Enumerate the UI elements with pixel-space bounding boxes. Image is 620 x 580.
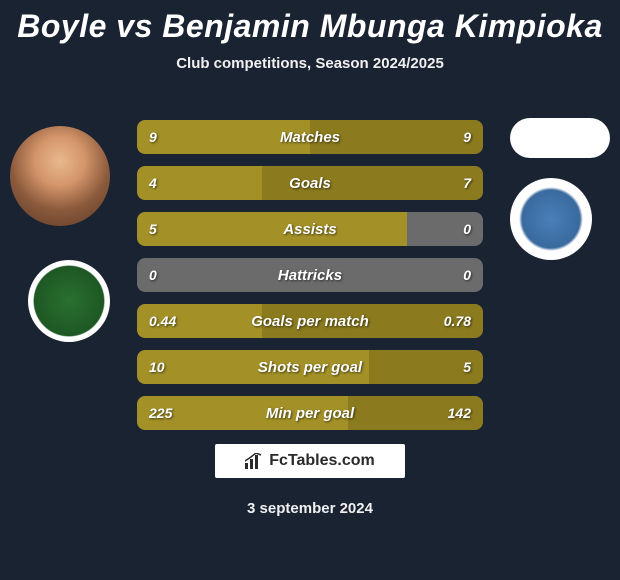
stat-row: 9Matches9 bbox=[137, 120, 483, 154]
player-right-avatar bbox=[510, 118, 610, 158]
stat-row: 225Min per goal142 bbox=[137, 396, 483, 430]
club-left-badge bbox=[28, 260, 110, 342]
stat-value-right: 0.78 bbox=[444, 313, 471, 329]
stat-row: 0.44Goals per match0.78 bbox=[137, 304, 483, 338]
branding-text: FcTables.com bbox=[269, 452, 375, 470]
stat-label: Matches bbox=[137, 129, 483, 146]
stat-label: Hattricks bbox=[137, 267, 483, 284]
chart-icon bbox=[245, 453, 263, 469]
stat-row: 4Goals7 bbox=[137, 166, 483, 200]
comparison-subtitle: Club competitions, Season 2024/2025 bbox=[0, 55, 620, 72]
stat-value-right: 7 bbox=[463, 175, 471, 191]
comparison-title: Boyle vs Benjamin Mbunga Kimpioka bbox=[0, 0, 620, 45]
stat-value-right: 0 bbox=[463, 267, 471, 283]
club-right-badge bbox=[510, 178, 592, 260]
stat-row: 10Shots per goal5 bbox=[137, 350, 483, 384]
stat-row: 5Assists0 bbox=[137, 212, 483, 246]
stat-label: Shots per goal bbox=[137, 359, 483, 376]
stats-container: 9Matches94Goals75Assists00Hattricks00.44… bbox=[137, 120, 483, 442]
branding-box: FcTables.com bbox=[215, 444, 405, 478]
stat-label: Assists bbox=[137, 221, 483, 238]
stat-label: Goals bbox=[137, 175, 483, 192]
stat-value-right: 9 bbox=[463, 129, 471, 145]
player-left-avatar bbox=[10, 126, 110, 226]
stat-value-right: 0 bbox=[463, 221, 471, 237]
stat-value-right: 5 bbox=[463, 359, 471, 375]
stat-row: 0Hattricks0 bbox=[137, 258, 483, 292]
date-label: 3 september 2024 bbox=[0, 500, 620, 517]
stat-label: Min per goal bbox=[137, 405, 483, 422]
stat-label: Goals per match bbox=[137, 313, 483, 330]
stat-value-right: 142 bbox=[448, 405, 471, 421]
